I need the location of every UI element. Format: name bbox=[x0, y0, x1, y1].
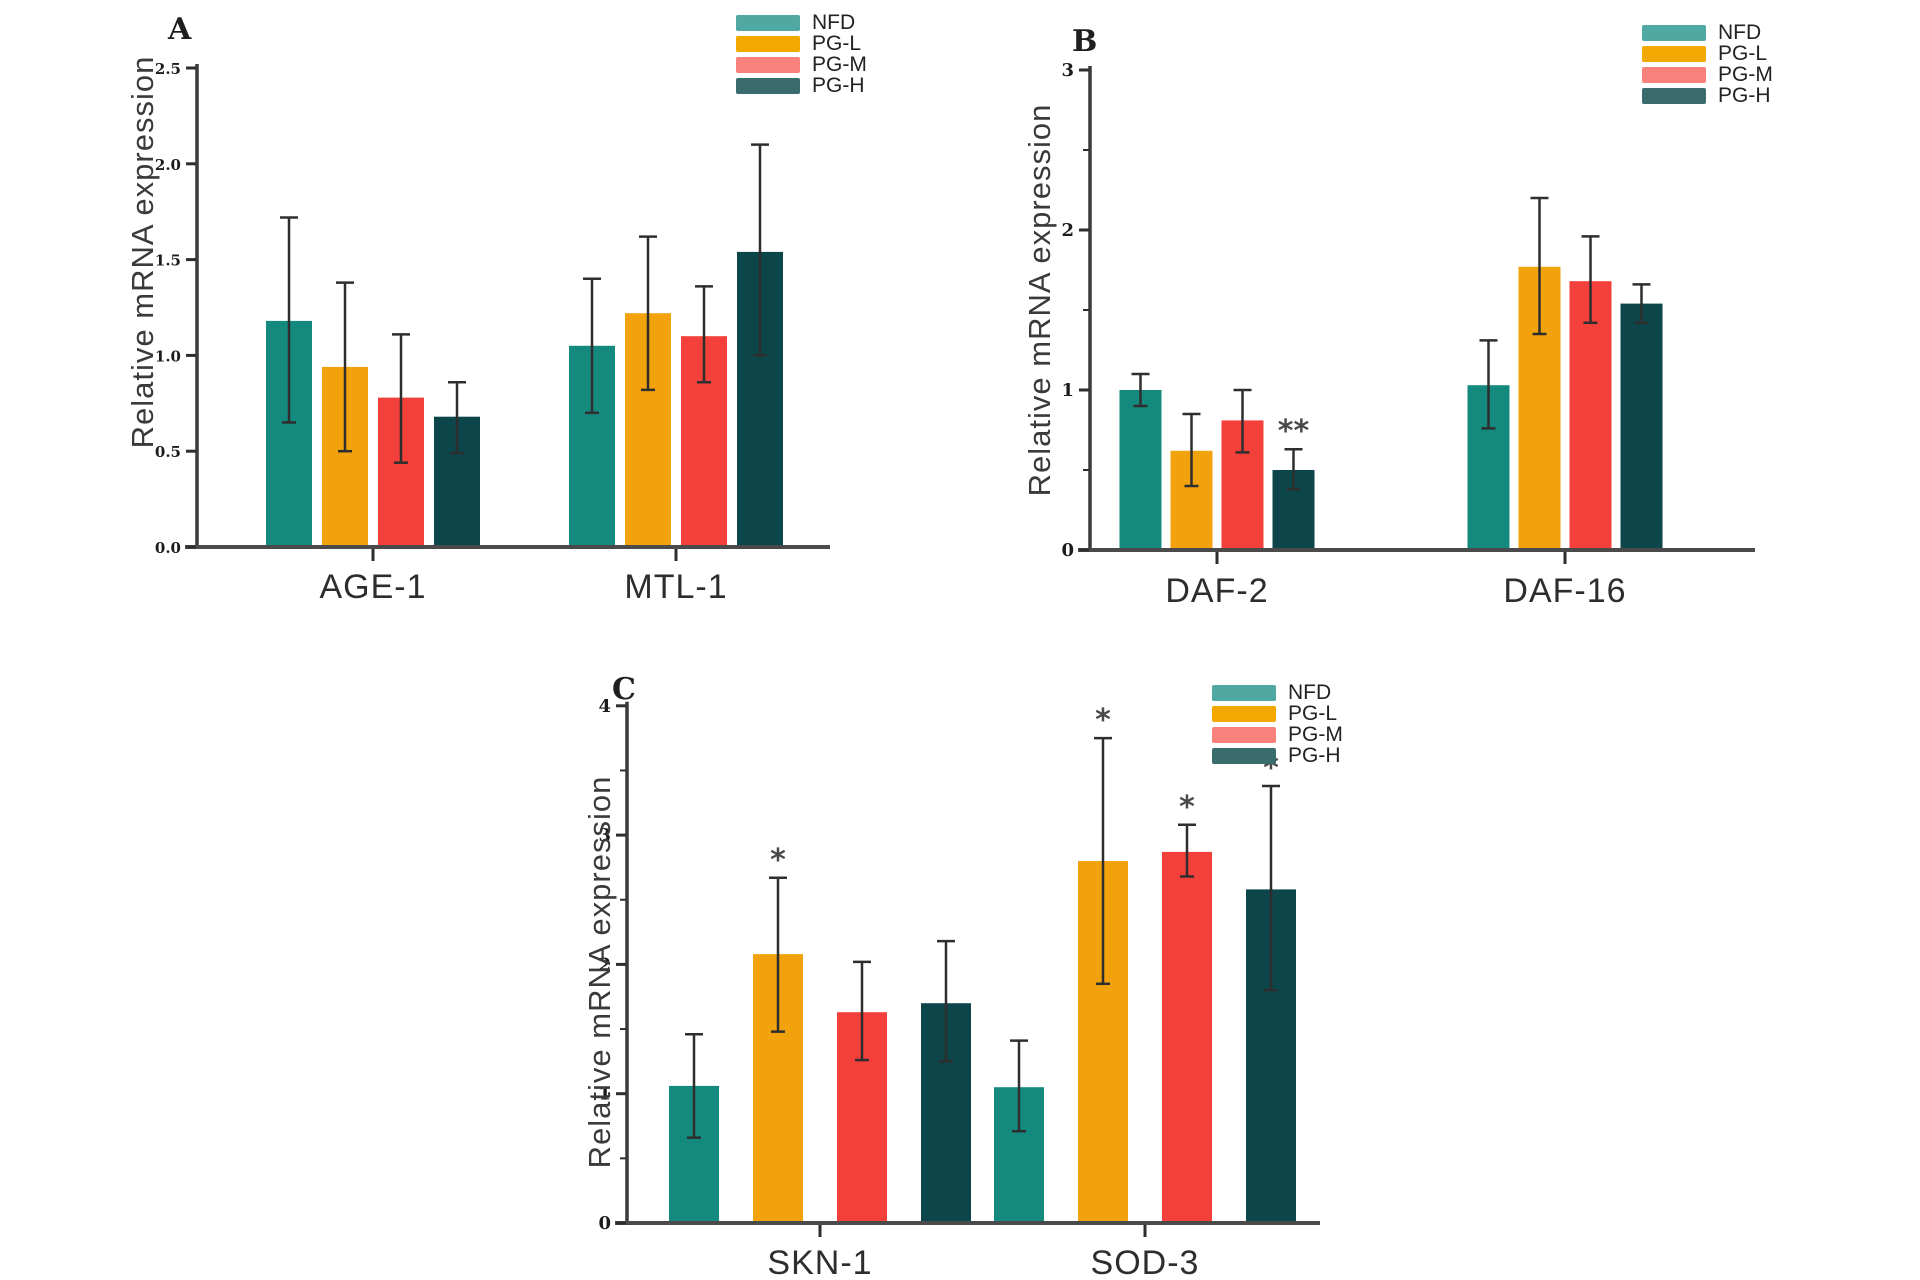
panel-A-bars bbox=[266, 251, 783, 547]
panel-letter-a: A bbox=[168, 12, 192, 47]
legend-panel-c: NFD PG-L PG-M PG-H bbox=[1212, 682, 1343, 766]
significance-mark-PG-L-SOD-3: * bbox=[1095, 703, 1111, 738]
ytick-label-A: 2.0 bbox=[155, 156, 181, 174]
legend-swatch-pgl bbox=[1212, 705, 1276, 722]
panel-B-errorbars: ** bbox=[1131, 196, 1651, 491]
y-axis-title-a: Relative mRNA expression bbox=[125, 55, 160, 449]
legend-swatch-nfd bbox=[736, 14, 800, 31]
legend-label-pgl: PG-L bbox=[1288, 702, 1338, 725]
ytick-label-A: 2.5 bbox=[155, 60, 181, 78]
legend-swatch-nfd bbox=[1212, 684, 1276, 701]
ytick-label-C: 2 bbox=[598, 954, 611, 975]
panel-A-errorbars bbox=[280, 143, 769, 464]
legend-swatch-pgm bbox=[1212, 726, 1276, 743]
legend-row-pgm: PG-M bbox=[1212, 724, 1343, 745]
legend-label-nfd: NFD bbox=[1718, 21, 1762, 44]
panel-C-errorbars: **** bbox=[685, 703, 1280, 1139]
significance-mark-PG-H-DAF-2: ** bbox=[1278, 414, 1310, 449]
legend-swatch-pgm bbox=[1642, 66, 1706, 83]
legend-row-pgm: PG-M bbox=[1642, 64, 1773, 85]
ytick-label-B: 2 bbox=[1061, 220, 1074, 241]
x-category-mtl1: MTL-1 bbox=[624, 568, 728, 606]
bar-PG-H-DAF-16 bbox=[1620, 303, 1663, 550]
ytick-label-C: 3 bbox=[598, 825, 611, 846]
ytick-label-C: 0 bbox=[598, 1213, 611, 1234]
legend-label-pgh: PG-H bbox=[812, 74, 865, 97]
ytick-label-C: 4 bbox=[598, 696, 611, 717]
y-axis-title-c: Relative mRNA expression bbox=[582, 775, 617, 1169]
x-category-sod3: SOD-3 bbox=[1090, 1244, 1200, 1280]
legend-row-pgl: PG-L bbox=[736, 33, 867, 54]
legend-label-pgl: PG-L bbox=[1718, 42, 1768, 65]
legend-swatch-pgh bbox=[1212, 747, 1276, 764]
legend-swatch-pgh bbox=[736, 77, 800, 94]
ytick-label-A: 0.5 bbox=[155, 443, 181, 461]
legend-label-pgm: PG-M bbox=[1718, 63, 1773, 86]
legend-swatch-pgl bbox=[1642, 45, 1706, 62]
panel-B: 0 1 2 3 ** bbox=[1061, 60, 1755, 564]
legend-swatch-nfd bbox=[1642, 24, 1706, 41]
panel-A-yticks: 0.0 0.5 1.0 1.5 2.0 2.5 bbox=[155, 60, 196, 557]
legend-label-pgm: PG-M bbox=[1288, 723, 1343, 746]
bar-PG-M-DAF-16 bbox=[1569, 281, 1612, 550]
legend-panel-b: NFD PG-L PG-M PG-H bbox=[1642, 22, 1773, 106]
legend-label-pgm: PG-M bbox=[812, 53, 867, 76]
bar-PG-M-SOD-3 bbox=[1162, 851, 1212, 1223]
legend-row-pgh: PG-H bbox=[736, 75, 867, 96]
legend-row-nfd: NFD bbox=[1212, 682, 1343, 703]
panel-letter-b: B bbox=[1072, 24, 1098, 59]
legend-panel-a: NFD PG-L PG-M PG-H bbox=[736, 12, 867, 96]
ytick-label-A: 0.0 bbox=[155, 539, 181, 557]
bar-NFD-DAF-2 bbox=[1119, 390, 1162, 550]
legend-label-nfd: NFD bbox=[1288, 681, 1332, 704]
panel-C-bars bbox=[669, 851, 1296, 1223]
legend-label-nfd: NFD bbox=[812, 11, 856, 34]
x-category-daf16: DAF-16 bbox=[1503, 572, 1627, 610]
x-category-age1: AGE-1 bbox=[319, 568, 427, 606]
ytick-label-B: 0 bbox=[1061, 540, 1074, 561]
panel-C-yticks: 0 1 2 3 4 bbox=[598, 696, 626, 1234]
legend-row-nfd: NFD bbox=[1642, 22, 1773, 43]
ytick-label-B: 1 bbox=[1061, 380, 1074, 401]
ytick-label-A: 1.5 bbox=[155, 252, 181, 270]
legend-label-pgl: PG-L bbox=[812, 32, 862, 55]
legend-row-nfd: NFD bbox=[736, 12, 867, 33]
legend-swatch-pgh bbox=[1642, 87, 1706, 104]
x-category-daf2: DAF-2 bbox=[1165, 572, 1269, 610]
ytick-label-A: 1.0 bbox=[155, 347, 181, 365]
panel-B-yticks: 0 1 2 3 bbox=[1061, 60, 1089, 561]
legend-row-pgh: PG-H bbox=[1212, 745, 1343, 766]
legend-row-pgl: PG-L bbox=[1212, 703, 1343, 724]
legend-swatch-pgm bbox=[736, 56, 800, 73]
legend-label-pgh: PG-H bbox=[1288, 744, 1341, 767]
panel-B-bars bbox=[1119, 266, 1663, 550]
ytick-label-B: 3 bbox=[1061, 60, 1074, 81]
panel-letter-c: C bbox=[612, 672, 636, 707]
x-category-skn1: SKN-1 bbox=[767, 1244, 873, 1280]
y-axis-title-b: Relative mRNA expression bbox=[1022, 103, 1057, 497]
legend-swatch-pgl bbox=[736, 35, 800, 52]
legend-label-pgh: PG-H bbox=[1718, 84, 1771, 107]
significance-mark-PG-L-SKN-1: * bbox=[770, 843, 786, 878]
significance-mark-PG-M-SOD-3: * bbox=[1179, 790, 1195, 825]
ytick-label-C: 1 bbox=[598, 1084, 611, 1105]
legend-row-pgm: PG-M bbox=[736, 54, 867, 75]
legend-row-pgh: PG-H bbox=[1642, 85, 1773, 106]
legend-row-pgl: PG-L bbox=[1642, 43, 1773, 64]
panel-A: 0.0 0.5 1.0 1.5 2.0 2.5 bbox=[155, 60, 830, 561]
